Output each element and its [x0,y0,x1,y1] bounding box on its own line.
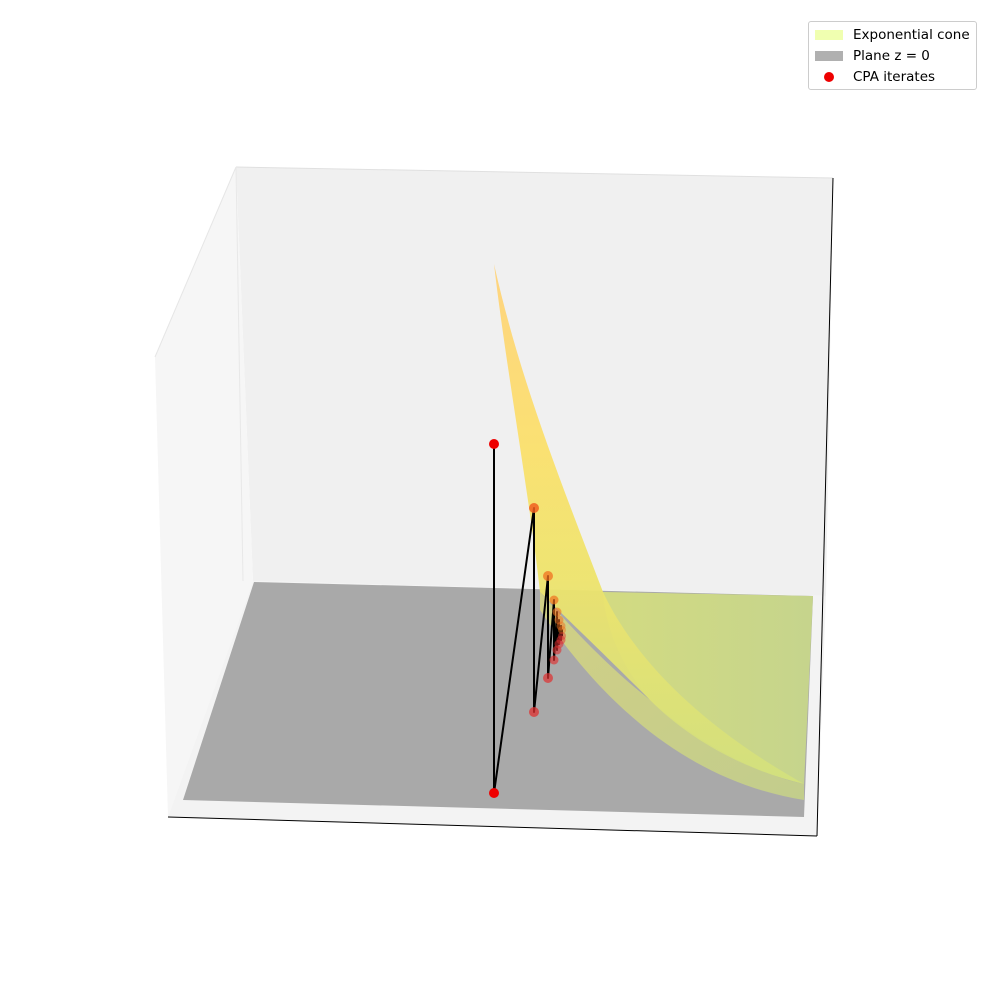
cone-main-sheet [494,264,804,784]
left-pane-top-edge [154,166,237,358]
left-pane-back-edge [235,166,244,582]
left-pane [155,167,253,817]
legend-marker-iterates [815,72,843,82]
legend-label-iterates: CPA iterates [853,69,936,85]
iterate-point [558,632,566,640]
iterate-point [552,607,562,617]
legend-item-cone: Exponential cone [815,25,970,45]
legend-label-cone: Exponential cone [853,27,970,43]
legend-dot [824,72,834,82]
legend-swatch-plane [815,51,843,61]
back-pane [236,167,833,596]
cone-right-part [603,592,813,784]
iterate-point [549,595,559,605]
iterate-point [529,503,539,513]
legend-label-plane: Plane z = 0 [853,48,930,64]
z-axis-line [816,177,834,837]
back-pane-top-edge [235,166,834,179]
iterate-point [558,626,566,634]
iterate-point [489,788,499,798]
x-axis-line [167,816,818,837]
cone-lower-sheet [540,592,804,800]
legend-item-plane: Plane z = 0 [815,46,930,66]
iterate-point [549,655,559,665]
legend-label-plane-text: Plane z = 0 [853,48,930,64]
iterate-point [543,673,553,683]
iterate-point [529,707,539,717]
iterate-point [543,571,553,581]
legend-swatch-cone [815,30,843,40]
iterate-point [489,439,499,449]
iterate-point [556,621,566,631]
legend: Exponential cone Plane z = 0 CPA iterate… [808,21,977,90]
cpa-path [493,444,563,794]
iterate-point [556,635,566,645]
legend-item-iterates: CPA iterates [815,67,935,87]
